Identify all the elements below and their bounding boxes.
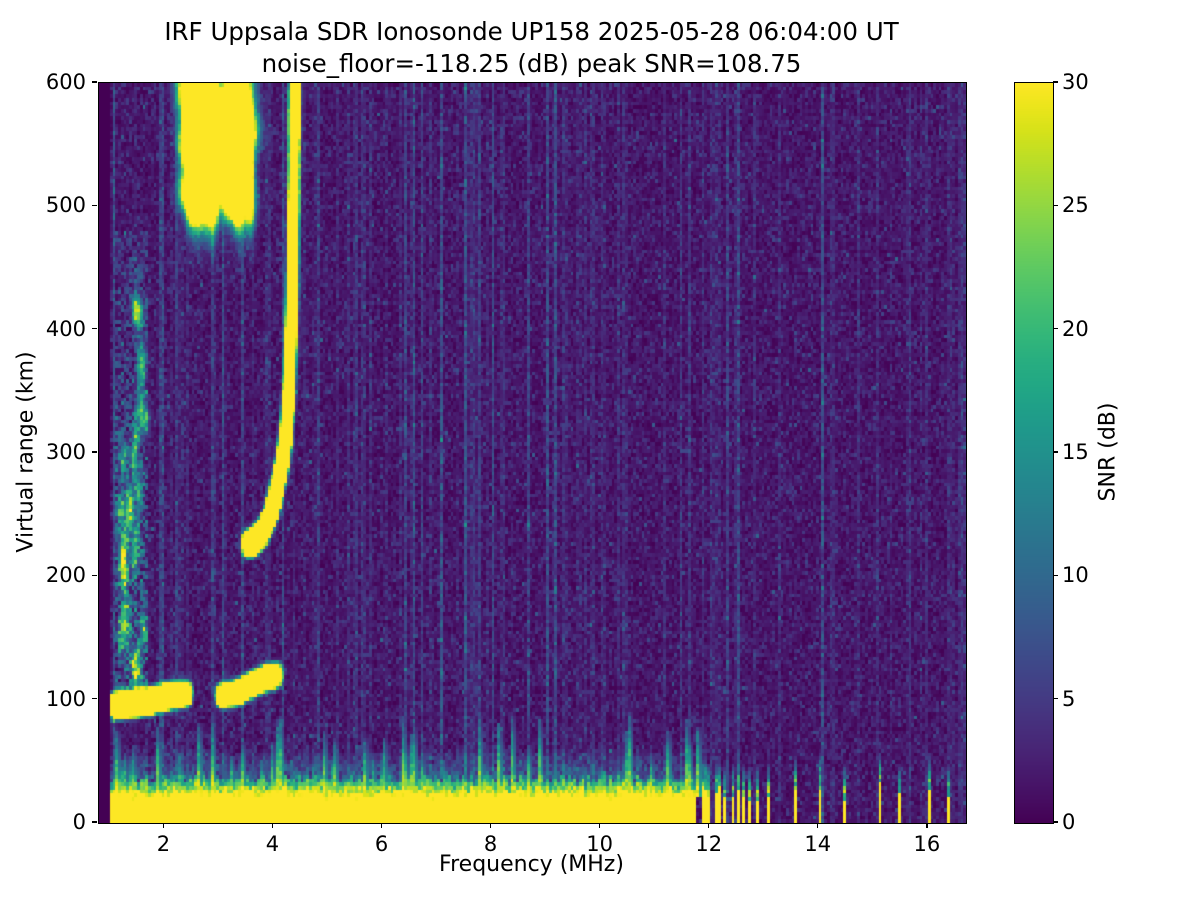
y-tick-mark xyxy=(91,451,97,453)
y-tick-mark xyxy=(91,81,97,83)
colorbar-tick-mark xyxy=(1053,574,1059,577)
x-tick-mark xyxy=(380,823,383,829)
y-tick-label: 100 xyxy=(45,686,86,711)
x-tick-mark xyxy=(489,823,492,829)
x-tick-mark xyxy=(598,823,601,829)
x-tick-mark xyxy=(271,823,274,829)
colorbar-tick-mark xyxy=(1053,81,1059,83)
colorbar-tick-label: 25 xyxy=(1062,193,1089,218)
colorbar-tick-mark xyxy=(1053,451,1059,453)
colorbar-label-text: SNR (dB) xyxy=(1095,402,1121,502)
x-tick-mark xyxy=(162,823,165,829)
colorbar-tick-mark xyxy=(1053,697,1059,700)
title-line-2: noise_floor=-118.25 (dB) peak SNR=108.75 xyxy=(261,48,802,78)
x-tick-label: 16 xyxy=(913,832,941,856)
colorbar-tick-mark xyxy=(1053,204,1059,207)
y-tick-mark xyxy=(91,697,97,700)
x-axis-label: Frequency (MHz) xyxy=(439,852,624,877)
title-line-1: IRF Uppsala SDR Ionosonde UP158 2025-05-… xyxy=(164,17,899,46)
y-tick-label: 500 xyxy=(45,193,86,218)
ionogram-heatmap xyxy=(99,83,966,823)
figure-title: IRF Uppsala SDR Ionosonde UP158 2025-05-… xyxy=(98,16,965,80)
y-tick-mark xyxy=(91,574,97,577)
y-tick-label: 0 xyxy=(72,810,86,834)
colorbar-tick-label: 30 xyxy=(1062,70,1089,94)
ionogram-plot-area xyxy=(98,82,967,824)
colorbar-tick-mark xyxy=(1053,327,1059,330)
x-tick-mark xyxy=(708,823,710,829)
y-tick-mark xyxy=(91,821,97,823)
y-tick-mark xyxy=(91,327,97,330)
y-tick-label: 200 xyxy=(45,563,86,588)
x-tick-label: 2 xyxy=(156,832,171,856)
y-tick-mark xyxy=(91,204,97,207)
x-tick-label: 4 xyxy=(265,832,280,856)
colorbar-tick-label: 15 xyxy=(1062,440,1089,464)
x-tick-label: 10 xyxy=(586,832,614,856)
x-tick-mark xyxy=(817,823,819,829)
colorbar xyxy=(1014,82,1054,824)
y-tick-label: 400 xyxy=(45,316,86,341)
x-tick-label: 6 xyxy=(374,832,389,856)
colorbar-tick-mark xyxy=(1053,821,1059,823)
x-tick-mark xyxy=(926,823,928,829)
x-tick-label: 12 xyxy=(695,832,723,856)
y-tick-label: 600 xyxy=(45,70,86,94)
y-tick-label: 300 xyxy=(45,440,86,464)
colorbar-gradient xyxy=(1015,83,1053,823)
colorbar-tick-label: 10 xyxy=(1062,563,1089,588)
colorbar-tick-label: 20 xyxy=(1062,316,1089,341)
x-tick-label: 8 xyxy=(483,832,498,856)
x-tick-label: 14 xyxy=(804,832,832,856)
colorbar-tick-label: 0 xyxy=(1062,810,1076,834)
colorbar-tick-label: 5 xyxy=(1062,686,1076,711)
